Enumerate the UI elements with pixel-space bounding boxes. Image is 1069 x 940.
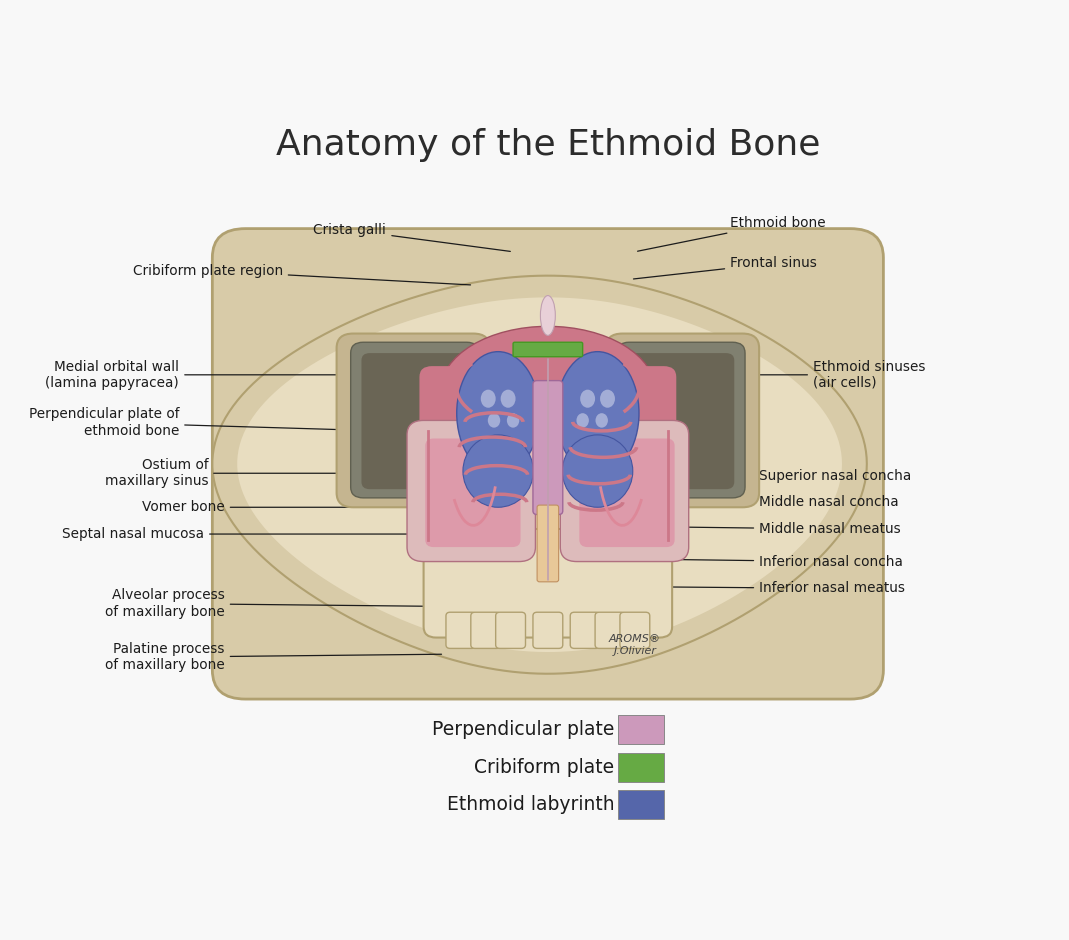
FancyBboxPatch shape — [470, 612, 500, 649]
Ellipse shape — [500, 390, 515, 408]
FancyBboxPatch shape — [533, 612, 562, 649]
Ellipse shape — [463, 435, 533, 508]
Ellipse shape — [576, 414, 589, 428]
FancyBboxPatch shape — [618, 753, 664, 781]
FancyBboxPatch shape — [629, 353, 734, 489]
Text: Middle nasal meatus: Middle nasal meatus — [663, 522, 901, 536]
FancyBboxPatch shape — [425, 438, 521, 547]
Text: Crista galli: Crista galli — [313, 223, 510, 251]
FancyBboxPatch shape — [423, 529, 672, 637]
Ellipse shape — [580, 390, 595, 408]
FancyBboxPatch shape — [595, 612, 625, 649]
FancyBboxPatch shape — [579, 438, 675, 547]
PathPatch shape — [213, 275, 867, 674]
Text: Cribiform plate: Cribiform plate — [474, 758, 614, 776]
Text: Ethmoid sinuses
(air cells): Ethmoid sinuses (air cells) — [725, 360, 926, 390]
Text: Frontal sinus: Frontal sinus — [634, 257, 817, 279]
Text: Ethmoid bone: Ethmoid bone — [637, 216, 825, 251]
FancyBboxPatch shape — [361, 353, 467, 489]
FancyBboxPatch shape — [606, 334, 759, 508]
Ellipse shape — [541, 295, 555, 336]
FancyBboxPatch shape — [617, 342, 745, 498]
Ellipse shape — [440, 326, 655, 457]
Text: Ethmoid labyrinth: Ethmoid labyrinth — [447, 795, 614, 814]
FancyBboxPatch shape — [618, 715, 664, 744]
Text: Perpendicular plate of
ethmoid bone: Perpendicular plate of ethmoid bone — [29, 407, 441, 438]
Ellipse shape — [660, 258, 842, 533]
Ellipse shape — [507, 414, 520, 428]
Text: Middle nasal concha: Middle nasal concha — [668, 495, 899, 509]
Ellipse shape — [481, 390, 496, 408]
Text: AROMS®
J.Olivier: AROMS® J.Olivier — [609, 634, 661, 655]
FancyBboxPatch shape — [496, 612, 526, 649]
Text: Superior nasal concha: Superior nasal concha — [673, 469, 912, 483]
FancyBboxPatch shape — [419, 366, 544, 438]
Text: Septal nasal mucosa: Septal nasal mucosa — [62, 527, 433, 541]
FancyBboxPatch shape — [446, 612, 476, 649]
Text: Vomer bone: Vomer bone — [142, 500, 441, 514]
FancyBboxPatch shape — [513, 342, 583, 356]
FancyBboxPatch shape — [537, 505, 559, 582]
FancyBboxPatch shape — [337, 334, 490, 508]
FancyBboxPatch shape — [552, 366, 677, 438]
FancyBboxPatch shape — [533, 381, 562, 514]
Ellipse shape — [556, 352, 639, 475]
Text: Medial orbital wall
(lamina papyracea): Medial orbital wall (lamina papyracea) — [46, 360, 371, 390]
Text: Cribiform plate region: Cribiform plate region — [133, 263, 470, 285]
Text: Perpendicular plate: Perpendicular plate — [432, 720, 614, 739]
Ellipse shape — [456, 352, 540, 475]
Text: Alveolar process
of maxillary bone: Alveolar process of maxillary bone — [105, 588, 441, 619]
Text: Anatomy of the Ethmoid Bone: Anatomy of the Ethmoid Bone — [276, 129, 820, 163]
FancyBboxPatch shape — [620, 612, 650, 649]
Ellipse shape — [595, 414, 608, 428]
FancyBboxPatch shape — [560, 420, 688, 561]
Ellipse shape — [600, 390, 615, 408]
FancyBboxPatch shape — [618, 791, 664, 820]
Ellipse shape — [562, 435, 633, 508]
Text: Inferior nasal concha: Inferior nasal concha — [665, 555, 903, 569]
Text: Inferior nasal meatus: Inferior nasal meatus — [660, 581, 905, 595]
FancyBboxPatch shape — [570, 612, 600, 649]
Ellipse shape — [253, 258, 436, 533]
FancyBboxPatch shape — [407, 420, 536, 561]
Text: Palatine process
of maxillary bone: Palatine process of maxillary bone — [105, 642, 441, 672]
Ellipse shape — [487, 414, 500, 428]
Text: Ostium of
maxillary sinus: Ostium of maxillary sinus — [105, 458, 421, 489]
FancyBboxPatch shape — [213, 228, 883, 699]
PathPatch shape — [237, 297, 842, 652]
FancyBboxPatch shape — [351, 342, 479, 498]
